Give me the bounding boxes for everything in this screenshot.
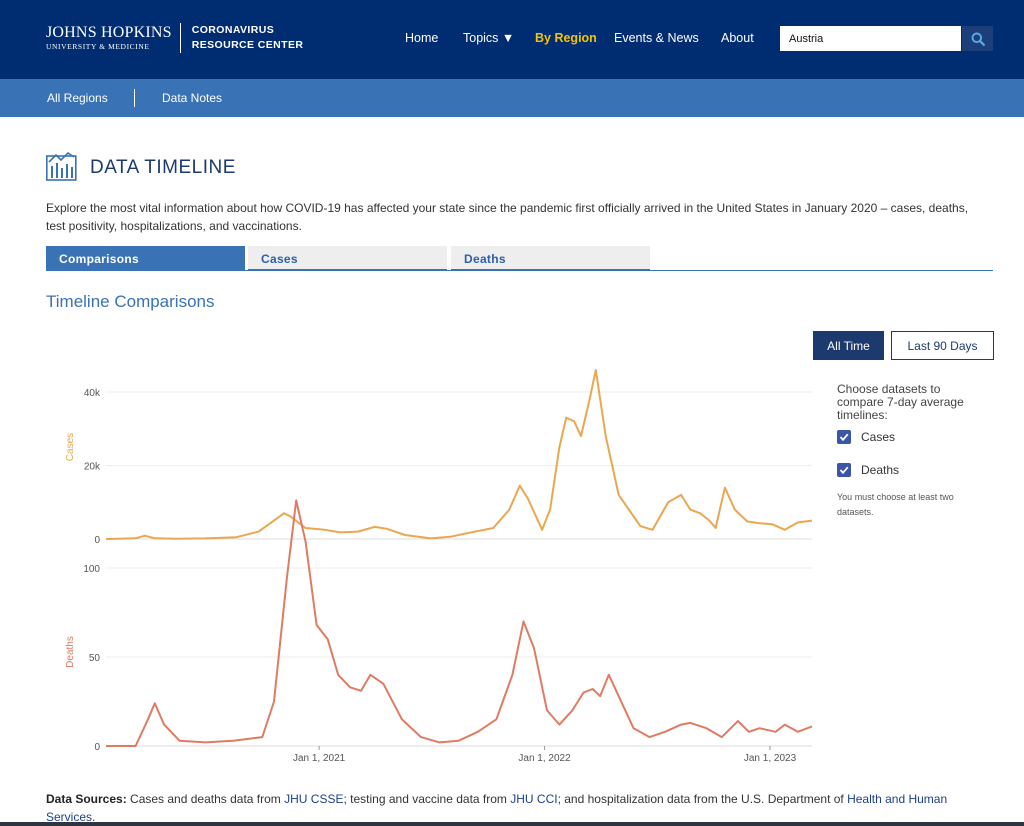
jhu-logo[interactable]: JOHNS HOPKINS UNIVERSITY & MEDICINE CORO…	[46, 22, 303, 54]
dataset-cases-option[interactable]: Cases	[837, 430, 895, 444]
jhu-cci-link[interactable]: JHU CCI	[510, 792, 558, 806]
timeline-chart-icon	[46, 151, 77, 181]
jhu-wordmark: JOHNS HOPKINS UNIVERSITY & MEDICINE	[46, 25, 172, 51]
x-tick-label-0: Jan 1, 2021	[293, 753, 346, 764]
nav-about[interactable]: About	[721, 31, 754, 45]
section-title: Timeline Comparisons	[46, 292, 215, 311]
page-title: DATA TIMELINE	[90, 157, 236, 178]
sources-text-2: ; testing and vaccine data from	[343, 792, 511, 806]
deaths-checkbox-label: Deaths	[861, 463, 900, 477]
dataset-chooser-label: Choose datasets to compare 7-day average…	[837, 382, 964, 422]
y-tick-cases-0: 0	[94, 535, 100, 546]
x-tick-label-1: Jan 1, 2022	[518, 753, 571, 764]
deaths-checkbox[interactable]	[837, 463, 851, 477]
subnav-divider	[134, 89, 135, 107]
tab-deaths[interactable]: Deaths	[451, 246, 650, 271]
intro-text: Explore the most vital information about…	[46, 201, 969, 233]
sources-label: Data Sources:	[46, 792, 127, 806]
logo-sub-text: UNIVERSITY & MEDICINE	[46, 42, 150, 52]
y-tick-deaths-1: 50	[89, 653, 101, 664]
nav-home[interactable]: Home	[405, 31, 439, 45]
data-sources: Data Sources: Cases and deaths data from…	[46, 790, 986, 826]
subnav-data-notes[interactable]: Data Notes	[162, 91, 223, 105]
nav-by-region[interactable]: By Region	[535, 31, 597, 45]
timeline-comparison-chart: 0 20k 40k Cases 0 50 100 Deaths Jan 1, 2021 Jan 1…	[65, 369, 813, 764]
y-tick-deaths-0: 0	[94, 742, 100, 753]
y-tick-deaths-2: 100	[83, 564, 100, 575]
nav-topics[interactable]: Topics ▼	[463, 31, 515, 45]
cases-checkbox[interactable]	[837, 430, 851, 444]
series-line-deaths	[106, 499, 813, 747]
x-tick-label-2: Jan 1, 2023	[744, 753, 797, 764]
subnav-all-regions[interactable]: All Regions	[47, 91, 108, 105]
nav-events-news[interactable]: Events & News	[614, 31, 699, 45]
tab-cases[interactable]: Cases	[248, 246, 447, 271]
last-90-days-button[interactable]: Last 90 Days	[891, 331, 994, 360]
sources-text-4: .	[92, 810, 96, 824]
bottom-edge	[0, 822, 1024, 826]
y-axis-label-deaths: Deaths	[65, 636, 76, 668]
hhs-link[interactable]: Health and Human Services	[46, 792, 948, 824]
all-time-button[interactable]: All Time	[813, 331, 884, 360]
y-axis-label-cases: Cases	[65, 433, 76, 461]
dataset-deaths-option[interactable]: Deaths	[837, 463, 899, 477]
search-input[interactable]	[780, 26, 961, 51]
search-button[interactable]	[962, 26, 993, 51]
y-tick-cases-2: 40k	[84, 388, 101, 399]
tab-comparisons[interactable]: Comparisons	[46, 246, 245, 271]
series-line-cases	[105, 369, 813, 540]
checkmark-icon	[839, 466, 849, 475]
sources-text-3: ; and hospitalization data from the U.S.…	[557, 792, 848, 806]
checkmark-icon	[839, 433, 849, 442]
top-header: JOHNS HOPKINS UNIVERSITY & MEDICINE CORO…	[0, 0, 1024, 79]
crc-line-2: RESOURCE CENTER	[191, 39, 304, 51]
tabs-underline	[46, 270, 993, 271]
logo-divider	[179, 23, 181, 53]
logo-main-text: JOHNS HOPKINS	[46, 24, 172, 42]
cases-checkbox-label: Cases	[861, 430, 896, 444]
resource-center-title: CORONAVIRUS RESOURCE CENTER	[192, 23, 304, 53]
search-icon	[971, 32, 985, 46]
dataset-requirement-note: You must choose at least two datasets.	[837, 492, 954, 517]
sub-nav: All Regions Data Notes	[0, 79, 1024, 117]
y-tick-cases-1: 20k	[84, 462, 101, 473]
crc-line-1: CORONAVIRUS	[191, 24, 275, 36]
jhu-csse-link[interactable]: JHU CSSE	[284, 792, 344, 806]
sources-text-1: Cases and deaths data from	[126, 792, 285, 806]
